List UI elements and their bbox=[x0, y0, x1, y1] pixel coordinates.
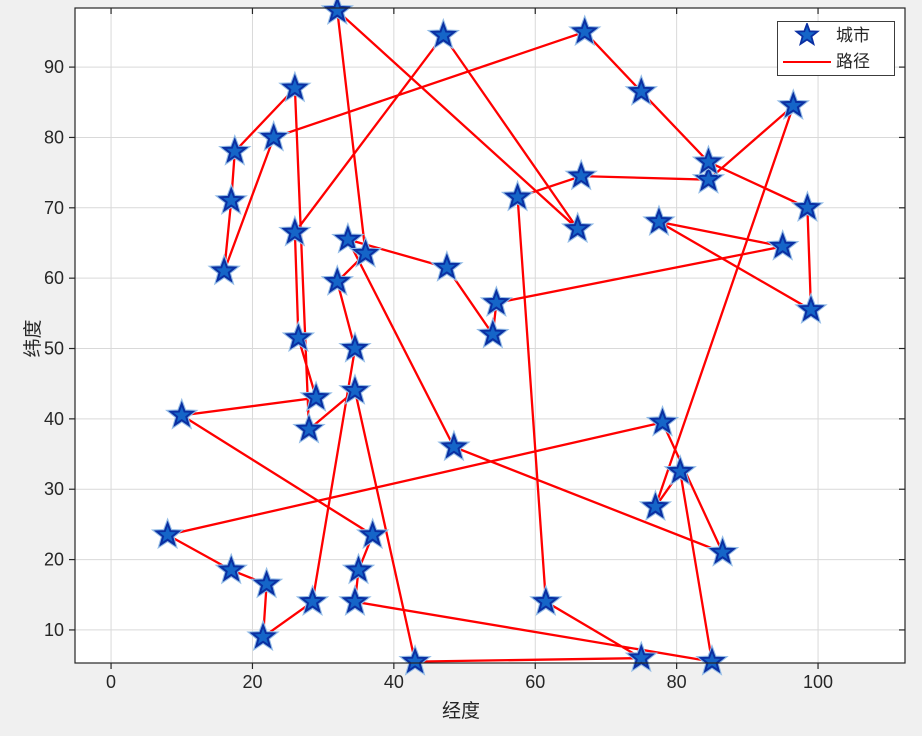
city-marker bbox=[341, 376, 369, 403]
city-marker bbox=[217, 555, 245, 582]
city-marker bbox=[627, 77, 655, 104]
city-marker bbox=[221, 137, 249, 164]
city-marker bbox=[168, 400, 196, 427]
city-marker bbox=[694, 165, 723, 192]
city-marker bbox=[341, 334, 369, 361]
y-tick-label: 20 bbox=[44, 550, 64, 570]
city-marker bbox=[648, 408, 677, 435]
city-marker bbox=[252, 569, 281, 596]
city-marker bbox=[323, 0, 351, 23]
city-marker bbox=[429, 21, 458, 48]
city-marker bbox=[401, 647, 429, 674]
axis-ticks: 0 20 40 60 80 100 10 20 30 40 50 60 70 80 90 bbox=[44, 8, 905, 692]
city-marker bbox=[334, 225, 362, 252]
city-marker bbox=[217, 186, 245, 213]
x-tick-label: 100 bbox=[803, 672, 833, 692]
city-marker bbox=[351, 239, 380, 266]
y-tick-label: 10 bbox=[44, 620, 64, 640]
y-tick-label: 70 bbox=[44, 198, 64, 218]
city-marker bbox=[298, 587, 327, 614]
city-markers bbox=[150, 0, 828, 676]
legend: 城市 路径 bbox=[777, 21, 895, 76]
x-tick-label: 60 bbox=[525, 672, 545, 692]
y-tick-label: 80 bbox=[44, 127, 64, 147]
city-marker bbox=[344, 555, 373, 582]
y-axis-label: 纬度 bbox=[23, 319, 44, 358]
city-marker bbox=[698, 647, 726, 674]
city-marker bbox=[563, 214, 592, 241]
legend-star-glyph bbox=[794, 23, 820, 47]
axes-box bbox=[74, 7, 906, 664]
city-marker bbox=[302, 383, 330, 410]
y-tick-label: 30 bbox=[44, 479, 64, 499]
city-marker bbox=[694, 147, 723, 174]
gridlines bbox=[75, 8, 905, 663]
city-marker bbox=[779, 91, 807, 118]
legend-item-path: 路径 bbox=[778, 49, 894, 75]
city-marker bbox=[641, 492, 670, 519]
x-tick-label: 40 bbox=[384, 672, 404, 692]
x-axis-label: 经度 bbox=[441, 701, 480, 722]
city-marker bbox=[571, 17, 599, 44]
legend-city-star-icon bbox=[778, 23, 836, 47]
y-tick-label: 50 bbox=[44, 339, 64, 359]
city-marker bbox=[323, 267, 351, 294]
x-tick-label: 80 bbox=[667, 672, 687, 692]
city-marker bbox=[433, 253, 461, 280]
y-tick-label: 60 bbox=[44, 268, 64, 288]
city-marker bbox=[503, 182, 532, 209]
city-marker bbox=[645, 207, 673, 234]
city-marker bbox=[281, 218, 309, 245]
city-marker bbox=[249, 622, 277, 649]
city-marker bbox=[259, 123, 288, 150]
city-marker bbox=[797, 295, 825, 322]
legend-city-label: 城市 bbox=[836, 25, 870, 45]
city-marker bbox=[482, 288, 511, 315]
x-tick-label: 0 bbox=[106, 672, 116, 692]
city-marker bbox=[153, 520, 182, 547]
city-marker bbox=[479, 320, 507, 347]
city-marker bbox=[358, 520, 387, 547]
city-marker bbox=[281, 73, 309, 100]
y-tick-label: 40 bbox=[44, 409, 64, 429]
city-marker bbox=[769, 232, 797, 259]
legend-item-cities: 城市 bbox=[778, 22, 894, 48]
city-marker bbox=[708, 538, 737, 565]
city-marker bbox=[284, 323, 313, 350]
city-marker bbox=[210, 256, 238, 283]
city-marker bbox=[793, 193, 822, 220]
y-tick-label: 90 bbox=[44, 57, 64, 77]
legend-path-line-icon bbox=[778, 60, 836, 63]
x-tick-label: 20 bbox=[242, 672, 262, 692]
city-marker bbox=[666, 457, 694, 484]
city-marker bbox=[567, 161, 595, 188]
city-marker bbox=[440, 432, 468, 459]
city-marker bbox=[295, 415, 323, 442]
legend-path-label: 路径 bbox=[836, 52, 870, 72]
city-marker bbox=[532, 587, 560, 614]
city-marker bbox=[341, 587, 369, 614]
